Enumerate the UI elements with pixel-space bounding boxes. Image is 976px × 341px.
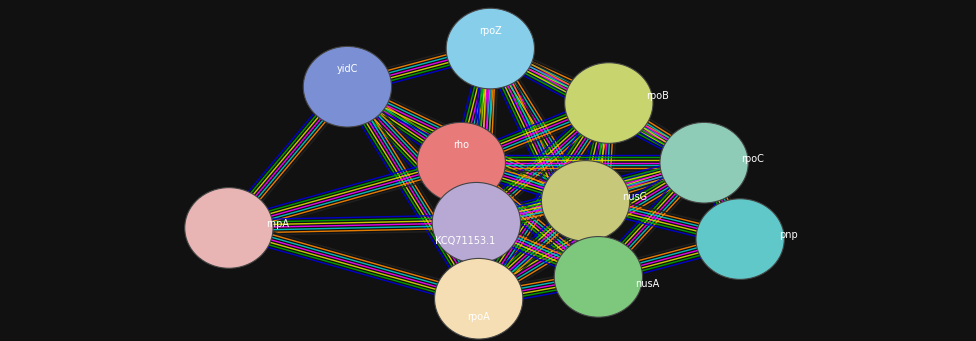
Ellipse shape	[184, 188, 273, 268]
Ellipse shape	[434, 258, 523, 339]
Ellipse shape	[565, 63, 653, 143]
Text: rpoB: rpoB	[646, 91, 670, 101]
Ellipse shape	[696, 199, 785, 279]
Text: KCQ71153.1: KCQ71153.1	[434, 236, 495, 246]
Text: rpoA: rpoA	[468, 312, 490, 322]
Text: pnp: pnp	[780, 231, 798, 240]
Ellipse shape	[542, 161, 630, 241]
Ellipse shape	[660, 122, 749, 203]
Ellipse shape	[417, 122, 506, 203]
Text: rho: rho	[453, 140, 469, 150]
Text: rpoZ: rpoZ	[479, 26, 502, 36]
Ellipse shape	[446, 8, 535, 89]
Text: nusG: nusG	[622, 192, 647, 202]
Text: nusA: nusA	[635, 279, 660, 289]
Ellipse shape	[304, 46, 391, 127]
Text: rpoC: rpoC	[742, 154, 764, 164]
Ellipse shape	[432, 182, 520, 263]
Ellipse shape	[554, 237, 642, 317]
Text: rnpA: rnpA	[266, 219, 289, 229]
Text: yidC: yidC	[337, 64, 358, 74]
